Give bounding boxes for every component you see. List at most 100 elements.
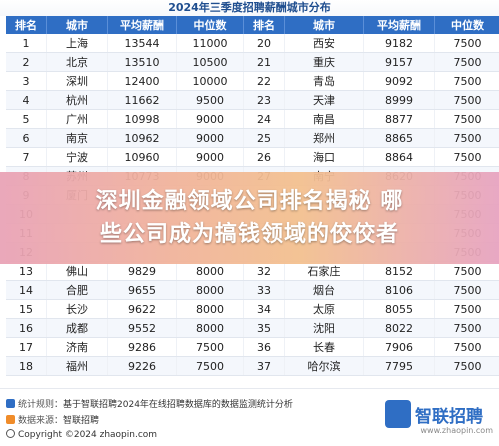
table-cell: 佛山 (46, 261, 108, 281)
table-cell: 7500 (434, 90, 499, 110)
table-cell: 13510 (107, 52, 177, 72)
table-cell: 3 (6, 71, 47, 91)
rule-label: 统计规则： (18, 400, 64, 410)
table-cell: 10960 (107, 147, 177, 167)
table-cell: 11000 (176, 34, 244, 53)
table-cell: 10998 (107, 109, 177, 129)
table-cell: 10500 (176, 52, 244, 72)
table-row: 4 杭州 11662 9500 23 天津 8999 7500 (6, 90, 499, 110)
table-cell: 8000 (176, 261, 244, 281)
table-cell: 杭州 (46, 90, 108, 110)
table-cell: 10000 (176, 71, 244, 91)
headline-line-2: 些公司成为搞钱领域的佼佼者 (99, 222, 399, 247)
table-cell: 8877 (363, 109, 435, 129)
table-cell: 25 (243, 128, 285, 148)
table-cell: 西安 (284, 34, 364, 53)
table-cell: 10962 (107, 128, 177, 148)
table-cell: 合肥 (46, 280, 108, 300)
table-cell: 13544 (107, 34, 177, 53)
table-cell: 7500 (434, 280, 499, 300)
footer-rule: 统计规则：基于智联招聘2024年在线招聘数据库的数据监测统计分析 (6, 397, 293, 410)
table-cell: 7500 (176, 337, 244, 357)
source-text: 智联招聘 (63, 416, 100, 426)
table-cell: 7500 (434, 71, 499, 91)
table-row: 18 福州 9226 7500 37 哈尔滨 7795 7500 (6, 356, 499, 376)
table-cell: 8000 (176, 299, 244, 319)
table-cell: 上海 (46, 34, 108, 53)
table-cell: 9182 (363, 34, 435, 53)
table-cell: 24 (243, 109, 285, 129)
table-cell: 重庆 (284, 52, 364, 72)
table-cell: 8055 (363, 299, 435, 319)
table-cell: 12400 (107, 71, 177, 91)
table-cell: 1 (6, 34, 47, 53)
table-cell: 16 (6, 318, 47, 338)
table-cell: 石家庄 (284, 261, 364, 281)
table-cell: 34 (243, 299, 285, 319)
col-city-2: 城市 (284, 16, 364, 34)
table-cell: 烟台 (284, 280, 364, 300)
table-row: 7 宁波 10960 9000 26 海口 8864 7500 (6, 147, 499, 167)
table-row: 17 济南 9286 7500 36 长春 7906 7500 (6, 337, 499, 357)
table-cell: 福州 (46, 356, 108, 376)
table-cell: 9622 (107, 299, 177, 319)
table-cell: 11662 (107, 90, 177, 110)
table-row: 3 深圳 12400 10000 22 青岛 9092 7500 (6, 71, 499, 91)
table-cell: 21 (243, 52, 285, 72)
zhaopin-logo: 智联招聘 (385, 398, 495, 432)
table-cell: 7500 (434, 109, 499, 129)
table-cell: 南京 (46, 128, 108, 148)
footer (0, 388, 499, 446)
table-cell: 8152 (363, 261, 435, 281)
table-cell: 沈阳 (284, 318, 364, 338)
table-cell: 2 (6, 52, 47, 72)
table-cell: 9092 (363, 71, 435, 91)
table-cell: 9000 (176, 147, 244, 167)
table-cell: 8865 (363, 128, 435, 148)
table-cell: 35 (243, 318, 285, 338)
table-cell: 哈尔滨 (284, 356, 364, 376)
table-row: 13 佛山 9829 8000 32 石家庄 8152 7500 (6, 261, 499, 281)
table-row: 15 长沙 9622 8000 34 太原 8055 7500 (6, 299, 499, 319)
url-watermark: www.zhaopin.com (420, 426, 493, 435)
source-label: 数据来源： (18, 416, 64, 426)
table-cell: 9000 (176, 128, 244, 148)
table-cell: 7500 (434, 356, 499, 376)
table-cell: 长春 (284, 337, 364, 357)
table-cell: 海口 (284, 147, 364, 167)
table-cell: 9000 (176, 109, 244, 129)
headline-line-1: 深圳金融领域公司排名揭秘 哪 (95, 189, 404, 214)
table-cell: 7906 (363, 337, 435, 357)
table-cell: 7500 (434, 261, 499, 281)
copyright-text: Copyright ©2024 zhaopin.com (18, 430, 158, 440)
table-cell: 13 (6, 261, 47, 281)
table-row: 5 广州 10998 9000 24 南昌 8877 7500 (6, 109, 499, 129)
table-cell: 深圳 (46, 71, 108, 91)
table-cell: 郑州 (284, 128, 364, 148)
source-icon (6, 415, 15, 424)
table-cell: 15 (6, 299, 47, 319)
table-cell: 8864 (363, 147, 435, 167)
table-cell: 7500 (434, 299, 499, 319)
col-rank-2: 排名 (243, 16, 285, 34)
table-cell: 8106 (363, 280, 435, 300)
table-cell: 太原 (284, 299, 364, 319)
table-cell: 7500 (434, 318, 499, 338)
table-cell: 22 (243, 71, 285, 91)
table-cell: 青岛 (284, 71, 364, 91)
copyright-icon (6, 429, 15, 438)
table-cell: 天津 (284, 90, 364, 110)
table-cell: 8000 (176, 280, 244, 300)
table-row: 2 北京 13510 10500 21 重庆 9157 7500 (6, 52, 499, 72)
table-cell: 8000 (176, 318, 244, 338)
logo-mark-char: 智 (415, 407, 432, 427)
rule-text: 基于智联招聘2024年在线招聘数据库的数据监测统计分析 (63, 400, 293, 410)
table-cell: 成都 (46, 318, 108, 338)
table-cell: 7 (6, 147, 47, 167)
table-cell: 北京 (46, 52, 108, 72)
headline-banner (0, 172, 499, 264)
logo-word: 联招聘 (432, 407, 483, 427)
table-cell: 32 (243, 261, 285, 281)
table-cell: 7500 (176, 356, 244, 376)
table-cell: 14 (6, 280, 47, 300)
